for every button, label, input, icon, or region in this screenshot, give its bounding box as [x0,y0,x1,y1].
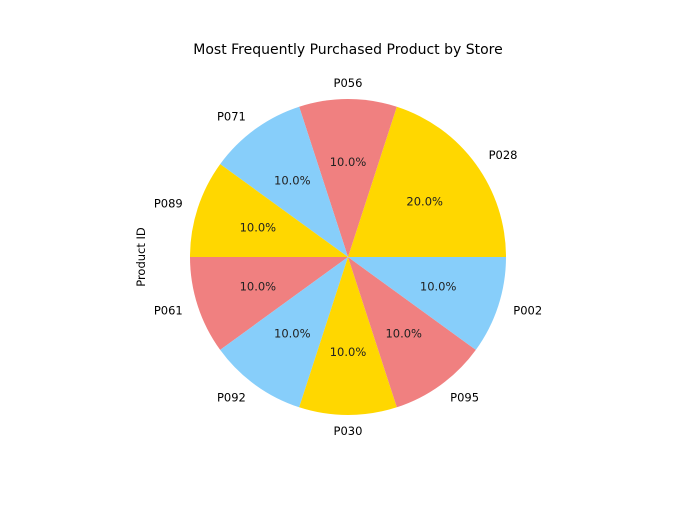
pie-slice-p061 [190,257,348,350]
pie-slice-p030 [299,257,397,416]
slice-percent-p061: 10.0% [240,279,277,293]
pie-slice-p089 [190,164,348,257]
pie-slice-p092 [220,257,348,408]
y-axis-label: Product ID [134,227,148,287]
slice-label-p095: P095 [450,391,479,405]
pie-slice-p002 [348,257,506,350]
slice-label-p056: P056 [334,76,363,90]
pie-slice-p056 [299,99,397,258]
slice-percent-p030: 10.0% [330,345,367,359]
slice-label-p092: P092 [217,391,246,405]
slice-percent-p071: 10.0% [274,173,311,187]
slice-percent-p056: 10.0% [330,155,367,169]
chart-title: Most Frequently Purchased Product by Sto… [193,42,502,58]
slice-percent-p028: 20.0% [406,194,443,208]
slice-label-p028: P028 [489,148,518,162]
slice-label-p061: P061 [154,304,183,318]
pie-slice-p028 [348,106,506,258]
slice-percent-p089: 10.0% [240,221,277,235]
slice-percent-p002: 10.0% [420,279,457,293]
slice-percent-p092: 10.0% [274,327,311,341]
slice-label-p030: P030 [334,424,363,438]
slice-label-p089: P089 [154,196,183,210]
slice-label-p071: P071 [217,109,246,123]
pie-slices [190,99,506,416]
slice-label-p002: P002 [513,304,542,318]
slice-percent-p095: 10.0% [385,327,422,341]
pie-labels: P028 20.0% P056 10.0% P071 10.0% P089 10.0% P061… [154,76,542,438]
pie-slice-p095 [348,257,476,408]
pie-slice-p071 [220,106,348,258]
